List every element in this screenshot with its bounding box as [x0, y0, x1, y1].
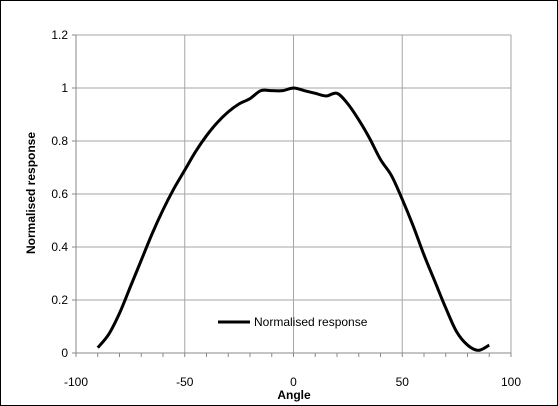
y-tick-label: 0.8	[51, 134, 68, 148]
legend: Normalised response	[218, 315, 368, 329]
x-tick-label: 50	[396, 375, 410, 389]
gridlines	[76, 34, 512, 353]
y-tick-label: 1.2	[51, 28, 68, 42]
y-tick-label: 1	[61, 81, 68, 95]
series-line	[96, 86, 490, 352]
legend-label: Normalised response	[254, 315, 368, 329]
y-tick-label: 0.2	[51, 293, 68, 307]
y-tick-label: 0.4	[51, 240, 68, 254]
x-axis-title: Angle	[277, 388, 311, 402]
y-tick-label: 0	[61, 346, 68, 360]
x-tick-label: 0	[290, 375, 297, 389]
tick-labels: 0 0.2 0.4 0.6 0.8 1 1.2 -100 -50 0 50 100	[51, 28, 521, 389]
y-axis-title: Normalised response	[24, 132, 38, 254]
y-tick-label: 0.6	[51, 187, 68, 201]
x-tick-label: -100	[64, 375, 88, 389]
x-tick-label: 100	[501, 375, 521, 389]
series-lines	[96, 86, 490, 352]
axes	[72, 34, 512, 357]
x-tick-label: -50	[176, 375, 194, 389]
